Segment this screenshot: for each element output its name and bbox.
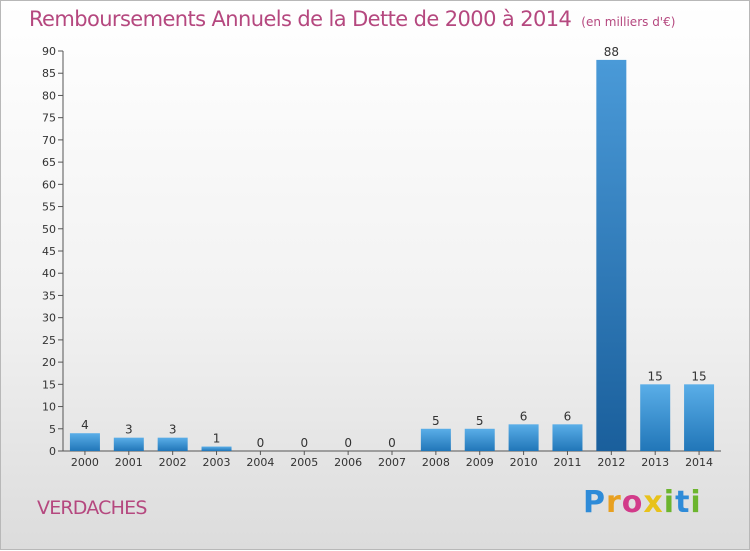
y-tick-label: 15 — [42, 378, 56, 391]
x-tick-label-2002: 2002 — [159, 456, 187, 469]
bar-2008 — [420, 428, 451, 451]
chart-unit: (en milliers d'€) — [581, 15, 676, 29]
x-tick-label-2009: 2009 — [466, 456, 494, 469]
bar-2002 — [157, 437, 188, 451]
chart-bars — [69, 59, 715, 452]
data-label-2002: 3 — [169, 423, 177, 437]
data-label-2014: 15 — [691, 369, 706, 383]
proxiti-logo: Proxiti — [583, 485, 702, 520]
y-tick-label: 45 — [42, 245, 56, 258]
y-tick-label: 55 — [42, 201, 56, 214]
data-label-2007: 0 — [388, 436, 396, 450]
chart-title: Remboursements Annuels de la Dette de 20… — [29, 7, 675, 31]
x-tick-label-2014: 2014 — [685, 456, 713, 469]
x-tick-label-2000: 2000 — [71, 456, 99, 469]
x-tick-label-2001: 2001 — [115, 456, 143, 469]
y-tick-label: 0 — [49, 445, 56, 458]
chart-labels: 4 3 3 1 0 0 0 0 5 5 6 6 88 15 15 — [81, 45, 707, 450]
bar-2003 — [201, 446, 232, 451]
data-label-2009: 5 — [476, 414, 484, 428]
logo-letter-o: o — [621, 485, 644, 520]
x-tick-label-2006: 2006 — [334, 456, 362, 469]
logo-letter-t: t — [675, 485, 691, 520]
x-tick-label-2011: 2011 — [553, 456, 581, 469]
bar-2012 — [596, 59, 627, 452]
x-tick-label-2010: 2010 — [510, 456, 538, 469]
data-label-2004: 0 — [257, 436, 265, 450]
y-tick-label: 60 — [42, 178, 56, 191]
y-tick-label: 30 — [42, 312, 56, 325]
data-label-2001: 3 — [125, 423, 133, 437]
bar-2014 — [684, 384, 715, 451]
x-tick-label-2012: 2012 — [597, 456, 625, 469]
commune-name: VERDACHES — [37, 497, 147, 519]
y-tick-label: 70 — [42, 134, 56, 147]
chart-title-text: Remboursements Annuels de la Dette de 20… — [29, 7, 572, 31]
logo-letter-r: r — [606, 485, 622, 520]
y-tick-label: 10 — [42, 401, 56, 414]
bar-2001 — [113, 437, 144, 451]
bar-2010 — [508, 424, 539, 451]
data-label-2011: 6 — [564, 409, 572, 423]
data-label-2012: 88 — [604, 45, 619, 59]
x-tick-label-2008: 2008 — [422, 456, 450, 469]
y-tick-label: 50 — [42, 223, 56, 236]
y-tick-label: 35 — [42, 289, 56, 302]
logo-letter-i: i — [663, 485, 676, 520]
bar-2000 — [69, 433, 100, 451]
chart-axes: 0510152025303540455055606570758085902000… — [42, 45, 721, 469]
bar-2009 — [464, 428, 495, 451]
logo-letter-i2: i — [690, 485, 702, 520]
data-label-2006: 0 — [344, 436, 352, 450]
y-tick-label: 20 — [42, 356, 56, 369]
data-label-2010: 6 — [520, 409, 528, 423]
y-tick-label: 5 — [49, 423, 56, 436]
data-label-2000: 4 — [81, 418, 89, 432]
y-tick-label: 80 — [42, 89, 56, 102]
bar-2013 — [640, 384, 671, 451]
bar-2011 — [552, 424, 583, 451]
data-label-2008: 5 — [432, 414, 440, 428]
data-label-2005: 0 — [300, 436, 308, 450]
x-tick-label-2003: 2003 — [203, 456, 231, 469]
y-tick-label: 65 — [42, 156, 56, 169]
data-label-2003: 1 — [213, 432, 221, 446]
y-tick-label: 85 — [42, 67, 56, 80]
logo-letter-x: x — [643, 485, 664, 520]
data-label-2013: 15 — [648, 369, 663, 383]
x-tick-label-2005: 2005 — [290, 456, 318, 469]
y-tick-label: 40 — [42, 267, 56, 280]
y-tick-label: 90 — [42, 45, 56, 58]
y-tick-label: 75 — [42, 112, 56, 125]
y-tick-label: 25 — [42, 334, 56, 347]
x-tick-label-2013: 2013 — [641, 456, 669, 469]
logo-letter-p: P — [583, 485, 606, 520]
x-tick-label-2007: 2007 — [378, 456, 406, 469]
x-tick-label-2004: 2004 — [246, 456, 274, 469]
